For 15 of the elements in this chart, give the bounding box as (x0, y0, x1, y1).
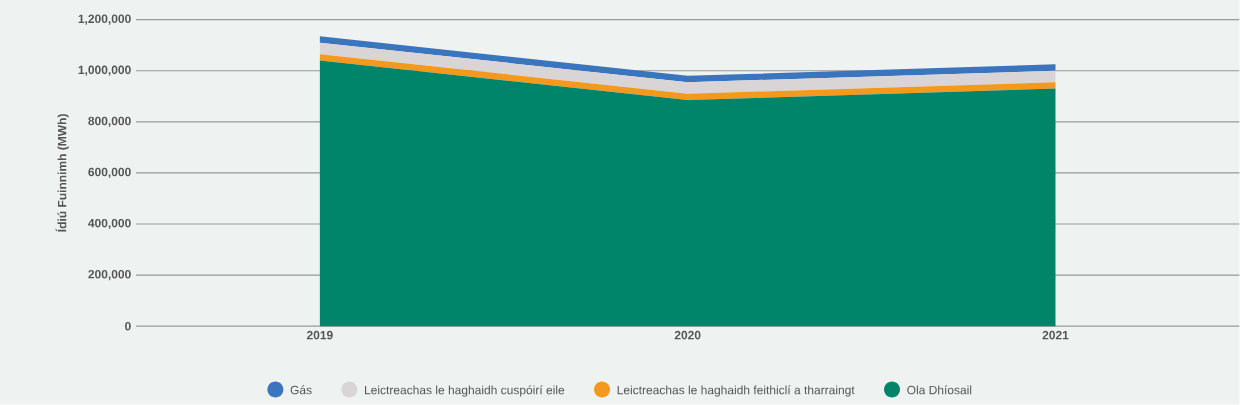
y-tick-label: 400,000 (88, 218, 131, 230)
y-tick-label: 1,000,000 (78, 65, 131, 76)
x-tick-label: 2019 (306, 330, 333, 340)
x-tick-label: 2021 (1042, 330, 1069, 340)
y-tick-label: 1,200,000 (78, 14, 131, 25)
legend-label: Leictreachas le haghaidh feithiclí a tharraingt (617, 385, 855, 397)
legend-label: Leictreachas le haghaidh cuspóirí eile (365, 385, 565, 397)
y-tick-label: 800,000 (88, 116, 131, 128)
y-axis-title: Ídiú Fuinnimh (MWh) (55, 114, 69, 232)
y-tick-label: 200,000 (88, 270, 131, 281)
y-tick-label: 0 (125, 322, 131, 331)
x-tick-label: 2020 (674, 330, 701, 340)
legend-label: Ola Dhíosail (907, 385, 972, 395)
legend-label: Gás (290, 385, 312, 395)
y-tick-label: 600,000 (88, 167, 131, 179)
